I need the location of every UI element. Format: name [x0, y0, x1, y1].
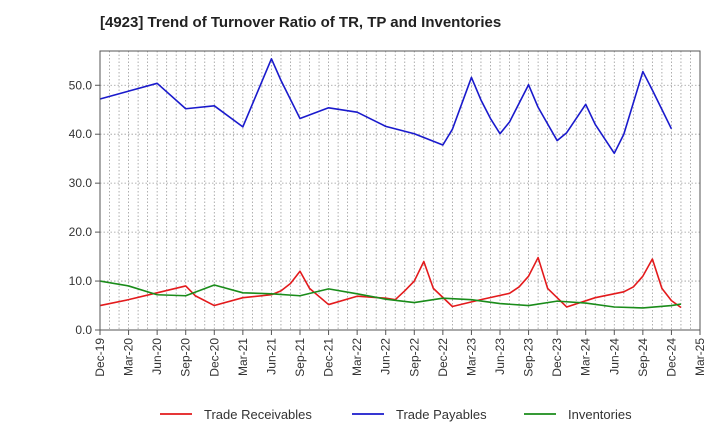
x-tick-label: Dec-24	[664, 338, 678, 377]
x-tick-label: Jun-22	[379, 338, 393, 375]
x-tick-label: Mar-22	[350, 338, 364, 376]
legend-item-trade-payables: Trade Payables	[352, 407, 487, 422]
x-tick-label: Sep-20	[179, 338, 193, 377]
series-line-trade-payables	[99, 58, 673, 155]
x-tick-label: Mar-24	[579, 338, 593, 376]
chart-title: [4923] Trend of Turnover Ratio of TR, TP…	[100, 14, 502, 31]
legend-item-inventories: Inventories	[524, 407, 632, 422]
y-axis-ticks: 0.0 10.0 20.0 30.0 40.0 50.0	[69, 78, 100, 337]
grid	[99, 51, 701, 330]
x-tick-label: Jun-24	[607, 338, 621, 375]
y-tick-label: 40.0	[69, 127, 93, 141]
x-tick-label: Jun-21	[264, 338, 278, 375]
x-tick-label: Dec-20	[207, 338, 221, 377]
x-tick-label: Jun-23	[493, 338, 507, 375]
y-tick-label: 50.0	[69, 78, 93, 92]
y-tick-label: 0.0	[75, 323, 92, 337]
x-axis-ticks: Dec-19 Mar-20 Jun-20 Sep-20 Dec-20 Mar-21 Jun-…	[93, 330, 707, 377]
x-tick-label: Sep-24	[636, 338, 650, 377]
x-tick-label: Mar-21	[236, 338, 250, 376]
x-tick-label: Sep-21	[293, 338, 307, 377]
x-tick-label: Mar-23	[464, 338, 478, 376]
legend-label: Inventories	[568, 407, 632, 422]
series-lines	[99, 58, 682, 309]
legend-item-trade-receivables: Trade Receivables	[160, 407, 312, 422]
x-tick-label: Dec-23	[550, 338, 564, 377]
legend-label: Trade Receivables	[204, 407, 312, 422]
legend: Trade Receivables Trade Payables Inventori…	[160, 407, 632, 422]
legend-label: Trade Payables	[396, 407, 487, 422]
x-tick-label: Mar-20	[122, 338, 136, 376]
x-tick-label: Dec-19	[93, 338, 107, 377]
y-tick-label: 10.0	[69, 274, 93, 288]
series-line-trade-receivables	[99, 256, 682, 309]
y-tick-label: 20.0	[69, 225, 93, 239]
plot-frame	[99, 50, 701, 331]
x-tick-label: Jun-20	[150, 338, 164, 375]
x-tick-label: Dec-21	[322, 338, 336, 377]
x-tick-label: Mar-25	[693, 338, 707, 376]
series-line-inventories	[99, 280, 682, 309]
y-tick-label: 30.0	[69, 176, 93, 190]
x-tick-label: Sep-23	[522, 338, 536, 377]
x-tick-label: Dec-22	[436, 338, 450, 377]
x-tick-label: Sep-22	[407, 338, 421, 377]
